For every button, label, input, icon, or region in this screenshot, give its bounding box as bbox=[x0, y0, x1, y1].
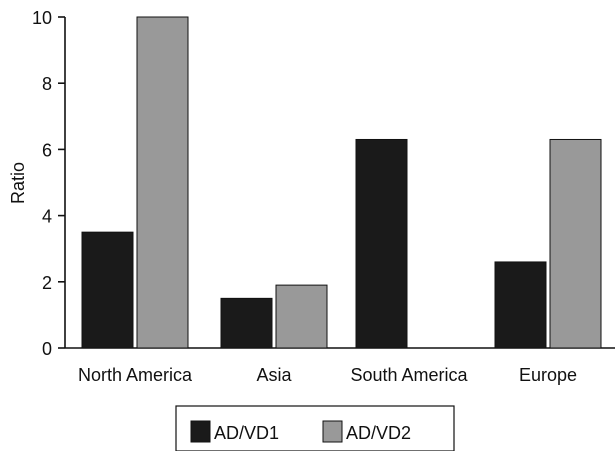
x-category-label: South America bbox=[350, 365, 468, 385]
bar-ad-vd2-europe bbox=[549, 138, 602, 349]
y-ticks: 0 2 4 6 8 10 bbox=[32, 8, 65, 359]
legend-box bbox=[175, 405, 455, 451]
bar-ad-vd2-asia bbox=[275, 284, 328, 349]
y-tick-label: 4 bbox=[42, 207, 52, 227]
y-tick-label: 8 bbox=[42, 74, 52, 94]
x-category-label: Europe bbox=[519, 365, 577, 385]
y-tick-label: 0 bbox=[42, 339, 52, 359]
bar-ad-vd1-europe bbox=[494, 261, 547, 349]
y-axis-label: Ratio bbox=[8, 162, 28, 204]
y-tick-label: 6 bbox=[42, 140, 52, 160]
bar-ad-vd1-north-america bbox=[81, 231, 134, 349]
legend: AD/VD1 AD/VD2 bbox=[175, 405, 455, 451]
legend-swatch-ad-vd1 bbox=[190, 420, 211, 443]
legend-swatch-ad-vd2 bbox=[322, 420, 343, 443]
legend-label-ad-vd2: AD/VD2 bbox=[346, 423, 411, 443]
bar-ad-vd1-south-america bbox=[355, 138, 408, 349]
x-category-label: Asia bbox=[256, 365, 292, 385]
bars bbox=[81, 16, 602, 349]
y-tick-label: 10 bbox=[32, 8, 52, 28]
legend-label-ad-vd1: AD/VD1 bbox=[214, 423, 279, 443]
category-labels: North America Asia South America Europe bbox=[78, 365, 577, 385]
bar-ad-vd1-asia bbox=[220, 297, 273, 349]
x-category-label: North America bbox=[78, 365, 193, 385]
y-tick-label: 2 bbox=[42, 273, 52, 293]
bar-ad-vd2-north-america bbox=[136, 16, 189, 349]
